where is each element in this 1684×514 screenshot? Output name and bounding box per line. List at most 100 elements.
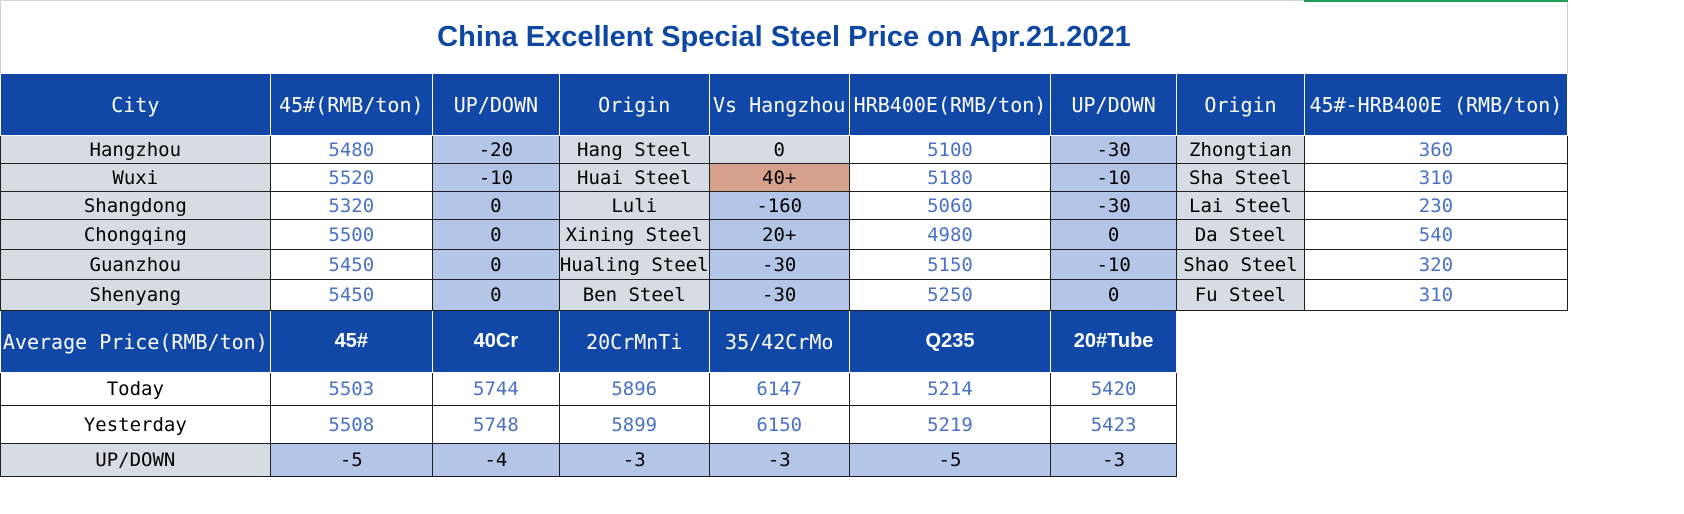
header-35-42crmo[interactable]: 35/42CrMo	[708, 310, 850, 373]
header-city[interactable]: City	[0, 73, 271, 136]
avg-label-cell[interactable]: Yesterday	[0, 405, 271, 444]
avg-value-cell[interactable]: 5219	[848, 405, 1052, 444]
origin-cell[interactable]: Huai Steel	[558, 163, 710, 192]
header-20crmnti[interactable]: 20CrMnTi	[558, 310, 710, 373]
origin-2-cell[interactable]: Lai Steel	[1176, 191, 1305, 220]
up-down-cell[interactable]: 0	[431, 191, 560, 220]
city-cell[interactable]: Hangzhou	[0, 135, 271, 164]
header-origin[interactable]: Origin	[558, 73, 710, 136]
up-down-2-cell[interactable]: -10	[1050, 249, 1178, 280]
avg-change-cell[interactable]: -5	[848, 443, 1052, 477]
origin-cell[interactable]: Luli	[558, 191, 710, 220]
avg-value-cell[interactable]: 5214	[848, 372, 1052, 406]
price-hrb-cell[interactable]: 5250	[848, 279, 1052, 311]
avg-label-cell[interactable]: Today	[0, 372, 271, 406]
price-45-cell[interactable]: 5520	[269, 163, 433, 192]
table-row: Chongqing 5500 0 Xining Steel 20+ 4980 0…	[0, 219, 1569, 250]
price-hrb-cell[interactable]: 5100	[848, 135, 1052, 164]
table-row: UP/DOWN -5 -4 -3 -3 -5 -3	[0, 443, 1568, 477]
price-table: City 45#(RMB/ton) UP/DOWN Origin Vs Hang…	[0, 73, 1569, 477]
vs-hangzhou-cell[interactable]: 0	[708, 135, 850, 164]
price-hrb-cell[interactable]: 5180	[848, 163, 1052, 192]
up-down-2-cell[interactable]: -30	[1050, 135, 1178, 164]
header-20-tube[interactable]: 20#Tube	[1050, 310, 1178, 373]
origin-cell[interactable]: Hualing Steel	[558, 249, 710, 280]
spread-cell[interactable]: 540	[1303, 219, 1569, 250]
city-cell[interactable]: Guanzhou	[0, 249, 271, 280]
header-origin-2[interactable]: Origin	[1176, 73, 1305, 136]
avg-value-cell[interactable]: 5423	[1050, 405, 1178, 444]
header-spread[interactable]: 45#-HRB400E (RMB/ton)	[1303, 73, 1569, 136]
avg-header-row: Average Price(RMB/ton) 45# 40Cr 20CrMnTi…	[0, 310, 1568, 477]
avg-change-cell[interactable]: -3	[1050, 443, 1178, 477]
avg-change-cell[interactable]: -4	[431, 443, 560, 477]
table-row: Guanzhou 5450 0 Hualing Steel -30 5150 -…	[0, 249, 1569, 280]
price-45-cell[interactable]: 5320	[269, 191, 433, 220]
sheet-top-border	[0, 0, 1568, 1]
price-hrb-cell[interactable]: 5060	[848, 191, 1052, 220]
city-cell[interactable]: Chongqing	[0, 219, 271, 250]
price-45-cell[interactable]: 5480	[269, 135, 433, 164]
header-45-price[interactable]: 45#(RMB/ton)	[269, 73, 433, 136]
price-45-cell[interactable]: 5450	[269, 279, 433, 311]
price-45-cell[interactable]: 5450	[269, 249, 433, 280]
avg-value-cell[interactable]: 5748	[431, 405, 560, 444]
up-down-cell[interactable]: 0	[431, 279, 560, 311]
avg-change-cell[interactable]: -3	[708, 443, 850, 477]
city-cell[interactable]: Shangdong	[0, 191, 271, 220]
origin-2-cell[interactable]: Zhongtian	[1176, 135, 1305, 164]
header-up-down-2[interactable]: UP/DOWN	[1050, 73, 1178, 136]
spread-cell[interactable]: 310	[1303, 279, 1569, 311]
header-up-down[interactable]: UP/DOWN	[431, 73, 560, 136]
header-45[interactable]: 45#	[269, 310, 433, 373]
header-q235[interactable]: Q235	[848, 310, 1052, 373]
origin-2-cell[interactable]: Da Steel	[1176, 219, 1305, 250]
avg-value-cell[interactable]: 5508	[269, 405, 433, 444]
spread-cell[interactable]: 310	[1303, 163, 1569, 192]
avg-value-cell[interactable]: 6150	[708, 405, 850, 444]
up-down-2-cell[interactable]: 0	[1050, 279, 1178, 311]
origin-cell[interactable]: Hang Steel	[558, 135, 710, 164]
avg-label-cell[interactable]: UP/DOWN	[0, 443, 271, 477]
sheet-title[interactable]: China Excellent Special Steel Price on A…	[0, 2, 1568, 73]
price-hrb-cell[interactable]: 4980	[848, 219, 1052, 250]
header-average-price[interactable]: Average Price(RMB/ton)	[0, 310, 271, 373]
vs-hangzhou-cell[interactable]: 40+	[708, 163, 850, 192]
up-down-cell[interactable]: 0	[431, 219, 560, 250]
vs-hangzhou-cell[interactable]: -160	[708, 191, 850, 220]
avg-value-cell[interactable]: 5420	[1050, 372, 1178, 406]
spread-cell[interactable]: 360	[1303, 135, 1569, 164]
avg-change-cell[interactable]: -3	[558, 443, 710, 477]
avg-value-cell[interactable]: 5503	[269, 372, 433, 406]
origin-cell[interactable]: Ben Steel	[558, 279, 710, 311]
price-45-cell[interactable]: 5500	[269, 219, 433, 250]
table-row: Shangdong 5320 0 Luli -160 5060 -30 Lai …	[0, 191, 1569, 220]
avg-value-cell[interactable]: 6147	[708, 372, 850, 406]
header-vs-hangzhou[interactable]: Vs Hangzhou	[708, 73, 850, 136]
spread-cell[interactable]: 320	[1303, 249, 1569, 280]
avg-change-cell[interactable]: -5	[269, 443, 433, 477]
up-down-2-cell[interactable]: -30	[1050, 191, 1178, 220]
up-down-cell[interactable]: -10	[431, 163, 560, 192]
table-row: Wuxi 5520 -10 Huai Steel 40+ 5180 -10 Sh…	[0, 163, 1569, 192]
origin-2-cell[interactable]: Shao Steel	[1176, 249, 1305, 280]
header-hrb400e-price[interactable]: HRB400E(RMB/ton)	[848, 73, 1052, 136]
origin-2-cell[interactable]: Sha Steel	[1176, 163, 1305, 192]
price-hrb-cell[interactable]: 5150	[848, 249, 1052, 280]
up-down-cell[interactable]: 0	[431, 249, 560, 280]
avg-value-cell[interactable]: 5896	[558, 372, 710, 406]
up-down-2-cell[interactable]: -10	[1050, 163, 1178, 192]
up-down-2-cell[interactable]: 0	[1050, 219, 1178, 250]
spread-cell[interactable]: 230	[1303, 191, 1569, 220]
origin-cell[interactable]: Xining Steel	[558, 219, 710, 250]
city-cell[interactable]: Wuxi	[0, 163, 271, 192]
vs-hangzhou-cell[interactable]: -30	[708, 249, 850, 280]
avg-value-cell[interactable]: 5899	[558, 405, 710, 444]
avg-value-cell[interactable]: 5744	[431, 372, 560, 406]
origin-2-cell[interactable]: Fu Steel	[1176, 279, 1305, 311]
header-40cr[interactable]: 40Cr	[431, 310, 560, 373]
vs-hangzhou-cell[interactable]: 20+	[708, 219, 850, 250]
vs-hangzhou-cell[interactable]: -30	[708, 279, 850, 311]
city-cell[interactable]: Shenyang	[0, 279, 271, 311]
up-down-cell[interactable]: -20	[431, 135, 560, 164]
